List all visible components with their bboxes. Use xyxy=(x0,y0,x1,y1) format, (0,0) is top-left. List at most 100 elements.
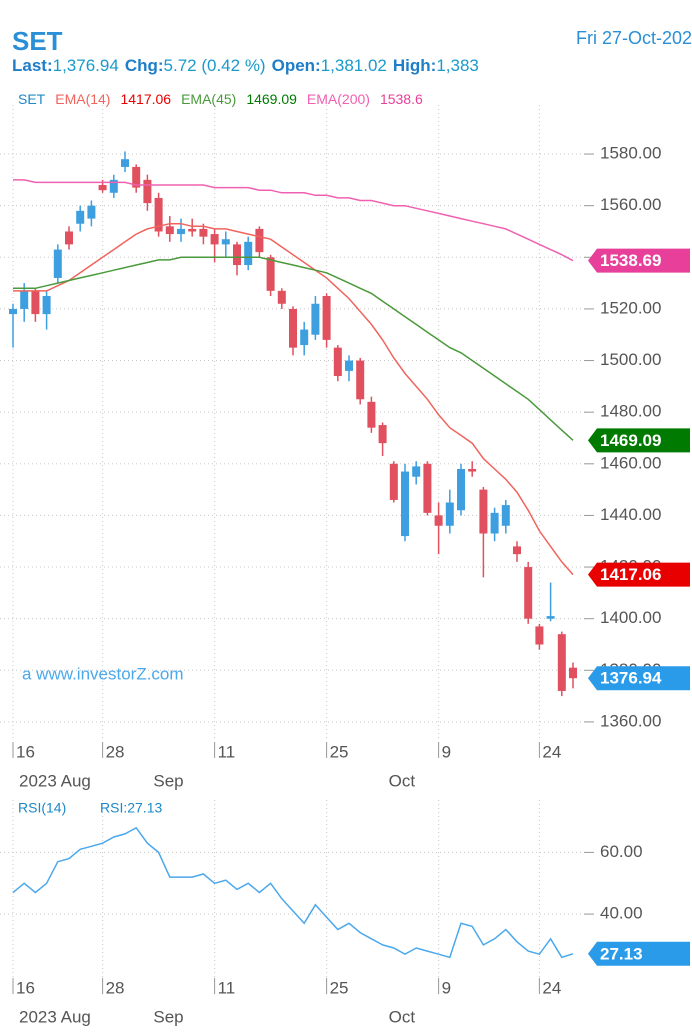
candle-body xyxy=(434,515,443,526)
x-tick-label: 16 xyxy=(16,742,35,761)
candle-body xyxy=(345,360,353,371)
quote-label: Last: xyxy=(12,56,53,75)
y-tick-label: 1580.00 xyxy=(600,144,661,163)
value-tag: 1417.06 xyxy=(600,565,661,584)
quote-label: High: xyxy=(392,56,437,75)
month-label: Oct xyxy=(389,771,416,790)
legend-value: RSI:27.13 xyxy=(100,800,162,816)
candle-body xyxy=(188,228,197,232)
candle-body xyxy=(311,303,320,335)
value-tag: 1469.09 xyxy=(600,431,661,450)
candle-body xyxy=(333,347,342,377)
candle-body xyxy=(233,244,241,266)
legend-name: EMA(45) xyxy=(181,91,237,107)
value-tag-box xyxy=(588,941,690,966)
watermark: a www.investorZ.com xyxy=(22,664,184,683)
candle-body xyxy=(479,489,488,534)
legend-value: 1538.6 xyxy=(379,91,423,107)
y-tick-label: 1500.00 xyxy=(600,350,661,369)
y-tick-label: 1440.00 xyxy=(600,505,661,524)
candle-body xyxy=(42,296,51,315)
value-tag-box xyxy=(588,562,690,587)
month-label: 2023 Aug xyxy=(19,771,91,790)
candle-body xyxy=(177,228,185,235)
quote-value: 1,383 xyxy=(436,56,479,75)
quote-line: Last:1,376.94 Chg:5.72 (0.42 %) Open:1,381… xyxy=(12,56,479,76)
candle-body xyxy=(289,308,297,348)
candle-body xyxy=(569,667,577,679)
candle-body xyxy=(468,468,477,472)
legend-name: EMA(200) xyxy=(306,91,370,107)
y-tick-label: 60.00 xyxy=(600,842,643,861)
candle-body xyxy=(535,626,544,645)
title: SET xyxy=(12,26,63,56)
month-label: Sep xyxy=(153,771,183,790)
candle-body xyxy=(9,308,17,315)
value-tag: 1538.69 xyxy=(600,251,661,270)
value-tag-box xyxy=(588,248,690,273)
y-tick-label: 1520.00 xyxy=(600,298,661,317)
x-tick-label: 28 xyxy=(106,742,125,761)
value-tag: 27.13 xyxy=(600,944,643,963)
x-tick-label: 24 xyxy=(542,978,561,997)
candle-body xyxy=(322,296,331,340)
candle-body xyxy=(401,471,409,537)
month-label: 2023 Aug xyxy=(19,1007,91,1026)
candle-body xyxy=(423,463,432,513)
candle-body xyxy=(199,228,208,237)
x-tick-label: 16 xyxy=(16,978,35,997)
candle-body xyxy=(557,634,566,691)
candle-body xyxy=(31,290,40,315)
quote-value: 1,381.02 xyxy=(320,56,387,75)
y-tick-label: 1480.00 xyxy=(600,402,661,421)
legend-value: 1469.09 xyxy=(246,91,297,107)
value-tag-box xyxy=(588,666,690,691)
candle-body xyxy=(76,210,85,224)
y-tick-label: 40.00 xyxy=(600,904,643,923)
line-series xyxy=(13,256,574,441)
y-tick-label: 1360.00 xyxy=(600,711,661,730)
candle-body xyxy=(165,226,174,235)
candle-body xyxy=(20,290,29,309)
month-label: Oct xyxy=(389,1007,416,1026)
candle-body xyxy=(389,463,398,500)
quote-value: 5.72 (0.42 %) xyxy=(163,56,266,75)
x-tick-label: 11 xyxy=(218,742,236,761)
candle-body xyxy=(546,616,555,619)
line-series xyxy=(12,826,574,959)
candle-body xyxy=(378,425,387,444)
candle-body xyxy=(445,502,454,526)
candle-body xyxy=(244,241,253,266)
quote-value: 1,376.94 xyxy=(52,56,119,75)
candle-body xyxy=(300,329,309,346)
candle-body xyxy=(143,179,152,204)
y-tick-label: 1460.00 xyxy=(600,453,661,472)
legend-name: RSI(14) xyxy=(18,800,66,816)
value-tag-box xyxy=(588,428,690,453)
x-tick-label: 24 xyxy=(542,742,561,761)
legend: SET EMA(14) 1417.06 EMA(45) 1469.09 EMA(200) 1… xyxy=(18,91,433,107)
candle-body xyxy=(87,205,96,219)
candle-body xyxy=(98,185,107,191)
candle-body xyxy=(121,159,129,167)
candle-body xyxy=(53,249,62,278)
candle-body xyxy=(109,179,118,193)
candle-body xyxy=(65,231,73,245)
candle-body xyxy=(154,197,163,232)
x-tick-label: 25 xyxy=(330,742,349,761)
candle-body xyxy=(367,401,376,428)
legend-name: EMA(14) xyxy=(55,91,111,107)
candle-body xyxy=(501,505,510,526)
candle-body xyxy=(524,567,533,619)
x-tick-label: 9 xyxy=(442,742,451,761)
x-tick-label: 9 xyxy=(442,978,451,997)
candle-body xyxy=(221,239,230,245)
y-tick-label: 1560.00 xyxy=(600,195,661,214)
quote-label: Open: xyxy=(271,56,321,75)
line-series xyxy=(13,179,574,262)
candle-body xyxy=(412,466,421,477)
x-tick-label: 11 xyxy=(218,978,236,997)
date: Fri 27-Oct-202 xyxy=(575,28,692,48)
